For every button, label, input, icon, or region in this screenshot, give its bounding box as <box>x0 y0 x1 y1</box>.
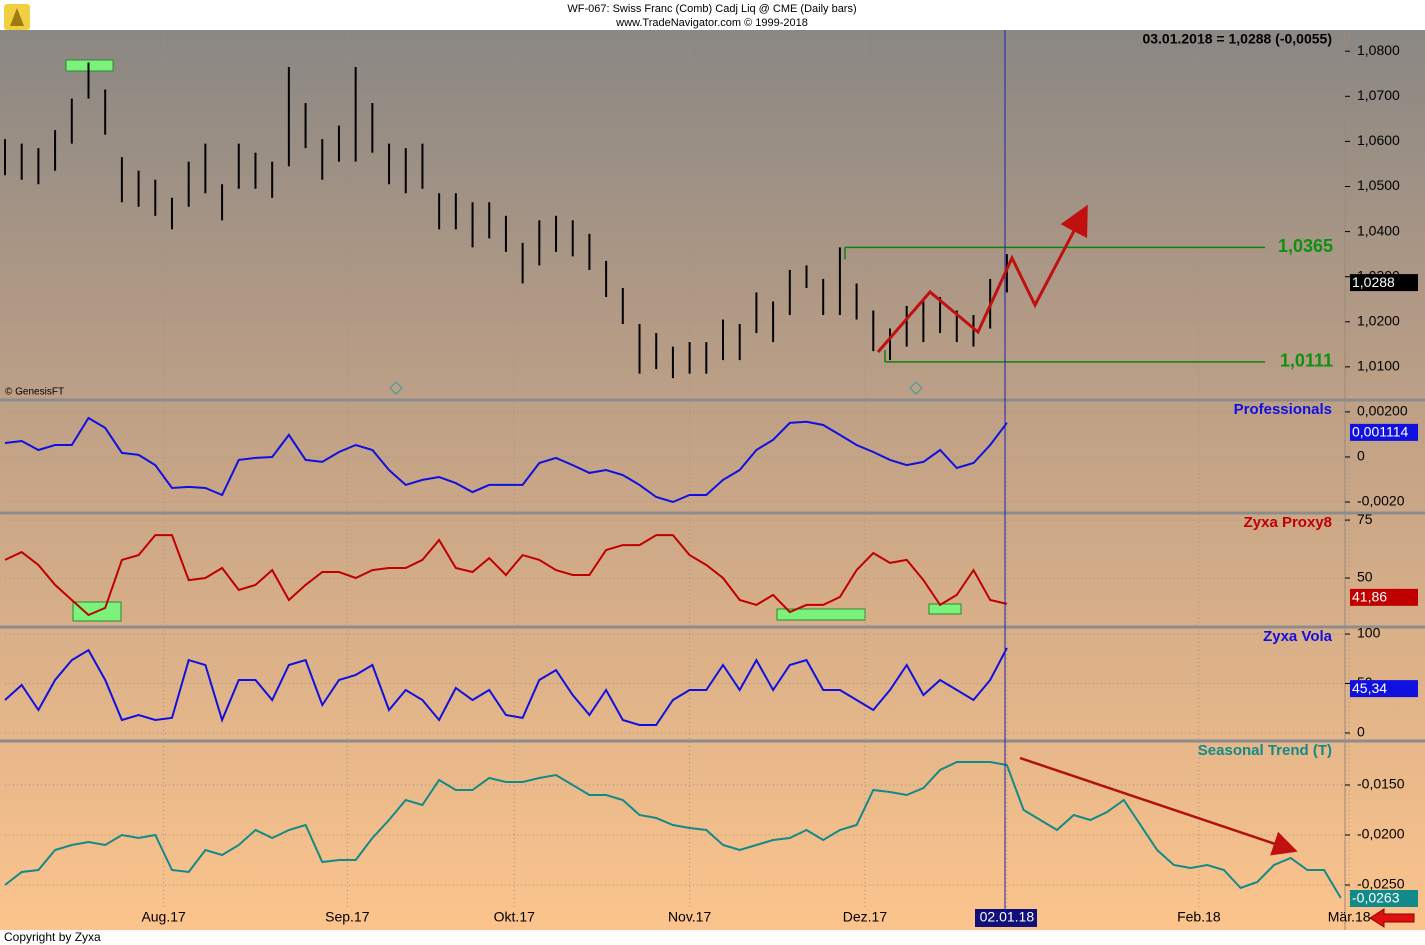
indicator-line <box>4 761 1342 899</box>
y-tick-label: -0,0150 <box>1357 776 1405 792</box>
y-tick-label: 1,0700 <box>1357 87 1400 103</box>
x-tick-label: Sep.17 <box>325 909 370 925</box>
panel-title: Seasonal Trend (T) <box>1198 742 1332 759</box>
panel-separator <box>0 511 1425 515</box>
source-note: © GenesisFT <box>5 387 64 398</box>
price-info: 03.01.2018 = 1,0288 (-0,0055) <box>1142 31 1332 47</box>
x-tick-label: Okt.17 <box>494 909 535 925</box>
trend-arrow <box>1019 756 1298 856</box>
panel-separator <box>0 625 1425 629</box>
y-tick-label: 1,0200 <box>1357 312 1400 328</box>
last-value-label: 1,0288 <box>1352 274 1395 290</box>
y-tick-label: 0 <box>1357 724 1365 740</box>
y-tick-label: 1,0600 <box>1357 132 1400 148</box>
panel-title: Zyxa Vola <box>1263 628 1333 645</box>
indicator-line <box>4 416 1008 504</box>
x-tick-label: Feb.18 <box>1177 909 1221 925</box>
y-tick-label: 0,00200 <box>1357 403 1408 419</box>
indicator-line <box>4 534 1008 617</box>
last-value-box <box>1350 423 1418 441</box>
last-value-label: 41,86 <box>1352 589 1387 605</box>
level-label: 1,0111 <box>1280 351 1333 371</box>
x-tick-label: Mär.18 <box>1328 909 1371 925</box>
y-tick-label: 1,0100 <box>1357 358 1400 374</box>
scroll-arrow <box>1369 908 1415 928</box>
panel-title: Zyxa Proxy8 <box>1244 514 1332 531</box>
last-value-box <box>1350 680 1418 698</box>
indicator-line <box>4 647 1008 726</box>
y-tick-label: 0 <box>1357 448 1365 464</box>
x-tick-label: Aug.17 <box>141 909 186 925</box>
y-tick-label: -0,0200 <box>1357 826 1405 842</box>
last-value-label: -0,0263 <box>1352 890 1400 906</box>
markers <box>389 381 923 395</box>
level-label: 1,0365 <box>1278 236 1333 256</box>
y-tick-label: -0,0250 <box>1357 876 1405 892</box>
panel-separator <box>0 739 1425 743</box>
last-value-box <box>1350 588 1418 606</box>
title-bar <box>0 0 1425 30</box>
last-value-box <box>1350 890 1418 907</box>
last-value-label: 0,001114 <box>1352 424 1409 440</box>
x-tick-label: 02.01.18 <box>980 909 1035 925</box>
y-tick-label: 1,0400 <box>1357 222 1400 238</box>
y-tick-label: 75 <box>1357 511 1373 527</box>
footer-bar <box>0 930 1425 945</box>
header-title: WF-067: Swiss Franc (Comb) Cadj Liq @ CM… <box>567 3 856 15</box>
y-tick-label: -0,0020 <box>1357 493 1405 509</box>
panel-title: Professionals <box>1234 401 1332 418</box>
x-tick-label: Dez.17 <box>843 909 888 925</box>
y-tick-label: 1,0800 <box>1357 42 1400 58</box>
date-highlight <box>975 909 1037 927</box>
panel-separator <box>0 398 1425 402</box>
last-value-box <box>1350 274 1418 292</box>
last-value-label: 45,34 <box>1352 680 1387 696</box>
copyright: Copyright by Zyxa <box>4 930 101 944</box>
x-tick-label: Nov.17 <box>668 909 712 925</box>
logo <box>4 4 30 30</box>
chart-background <box>0 30 1425 930</box>
header-subtitle: www.TradeNavigator.com © 1999-2018 <box>615 17 808 29</box>
y-tick-label: 1,0500 <box>1357 177 1400 193</box>
trend-arrow <box>876 204 1088 353</box>
y-tick-label: 50 <box>1357 569 1373 585</box>
y-tick-label: 100 <box>1357 625 1381 641</box>
